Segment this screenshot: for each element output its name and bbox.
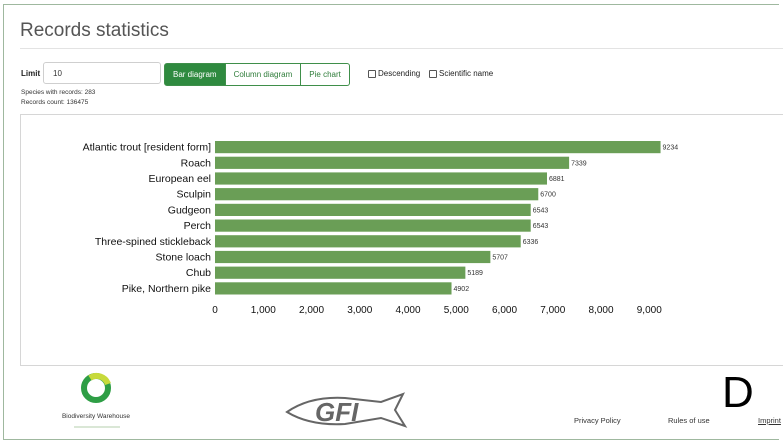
bar — [215, 188, 539, 201]
x-tick-label: 0 — [212, 305, 218, 316]
value-label: 6700 — [540, 192, 556, 199]
bar — [215, 219, 531, 232]
descending-label: Descending — [378, 69, 421, 78]
bar — [215, 250, 491, 264]
tab-pie-chart[interactable]: Pie chart — [301, 63, 350, 86]
value-label: 4902 — [454, 286, 470, 293]
biodiversity-warehouse-logo[interactable]: Biodiversity Warehouse — [52, 372, 147, 434]
page-frame — [3, 4, 779, 440]
scientific-name-checkbox[interactable] — [429, 69, 437, 78]
tab-bar-diagram[interactable]: Bar diagram — [164, 63, 226, 86]
rules-of-use-link[interactable]: Rules of use — [668, 416, 710, 425]
tab-column-diagram[interactable]: Column diagram — [225, 63, 302, 86]
category-label: Pike, Northern pike — [122, 283, 211, 295]
chart-type-tabs: Bar diagram Column diagram Pie chart — [164, 63, 350, 86]
scientific-name-option[interactable]: Scientific name — [429, 69, 493, 78]
category-label: Roach — [181, 157, 212, 169]
x-tick-label: 1,000 — [251, 305, 276, 316]
value-label: 6336 — [523, 239, 539, 246]
value-label: 6543 — [533, 207, 549, 214]
descending-checkbox[interactable] — [368, 69, 376, 78]
chart-container: Atlantic trout [resident form] 9234 Roach 7… — [20, 114, 783, 366]
x-tick-label: 4,000 — [395, 305, 420, 316]
records-count: Records count: 136475 — [21, 99, 89, 106]
x-tick-label: 7,000 — [540, 305, 565, 316]
bar — [215, 266, 466, 279]
bar — [215, 141, 661, 154]
imprint-link[interactable]: Imprint — [758, 416, 781, 425]
scientific-name-label: Scientific name — [439, 69, 494, 78]
category-label: Stone loach — [156, 252, 212, 264]
category-label: Atlantic trout [resident form] — [83, 142, 211, 154]
category-label: European eel — [149, 173, 211, 185]
gfi-logo-text: GFI — [315, 397, 359, 427]
descending-option[interactable]: Descending — [368, 69, 420, 78]
bar — [215, 172, 548, 185]
x-tick-label: 2,000 — [299, 305, 324, 316]
panel-letter: D — [722, 368, 754, 417]
category-label: Chub — [186, 267, 211, 279]
title-divider — [20, 48, 783, 49]
value-label: 7339 — [571, 160, 587, 167]
x-tick-label: 5,000 — [444, 305, 469, 316]
bar — [215, 156, 570, 169]
category-label: Sculpin — [177, 189, 212, 201]
bw-logo-text: Biodiversity Warehouse — [62, 413, 130, 420]
limit-input[interactable] — [43, 62, 161, 84]
bar — [215, 203, 531, 216]
limit-label: Limit — [21, 69, 41, 78]
x-tick-label: 3,000 — [347, 305, 372, 316]
gfi-logo[interactable]: GFI — [285, 392, 410, 430]
category-label: Gudgeon — [168, 204, 211, 216]
page-title: Records statistics — [20, 20, 169, 41]
x-tick-label: 9,000 — [637, 305, 662, 316]
bar — [215, 235, 521, 248]
value-label: 6543 — [533, 223, 549, 230]
category-label: Three-spined stickleback — [95, 236, 212, 248]
value-label: 6881 — [549, 176, 565, 183]
value-label: 5707 — [492, 255, 508, 262]
value-label: 5189 — [467, 270, 483, 277]
x-tick-label: 8,000 — [588, 305, 613, 316]
fish-outline-icon — [285, 392, 408, 428]
value-label: 9234 — [663, 145, 679, 152]
bar — [215, 282, 452, 295]
bar-chart: Atlantic trout [resident form] 9234 Roach 7… — [83, 141, 679, 316]
category-label: Perch — [184, 220, 212, 232]
privacy-policy-link[interactable]: Privacy Policy — [574, 416, 621, 425]
species-count: Species with records: 283 — [21, 89, 96, 96]
x-tick-label: 6,000 — [492, 305, 517, 316]
